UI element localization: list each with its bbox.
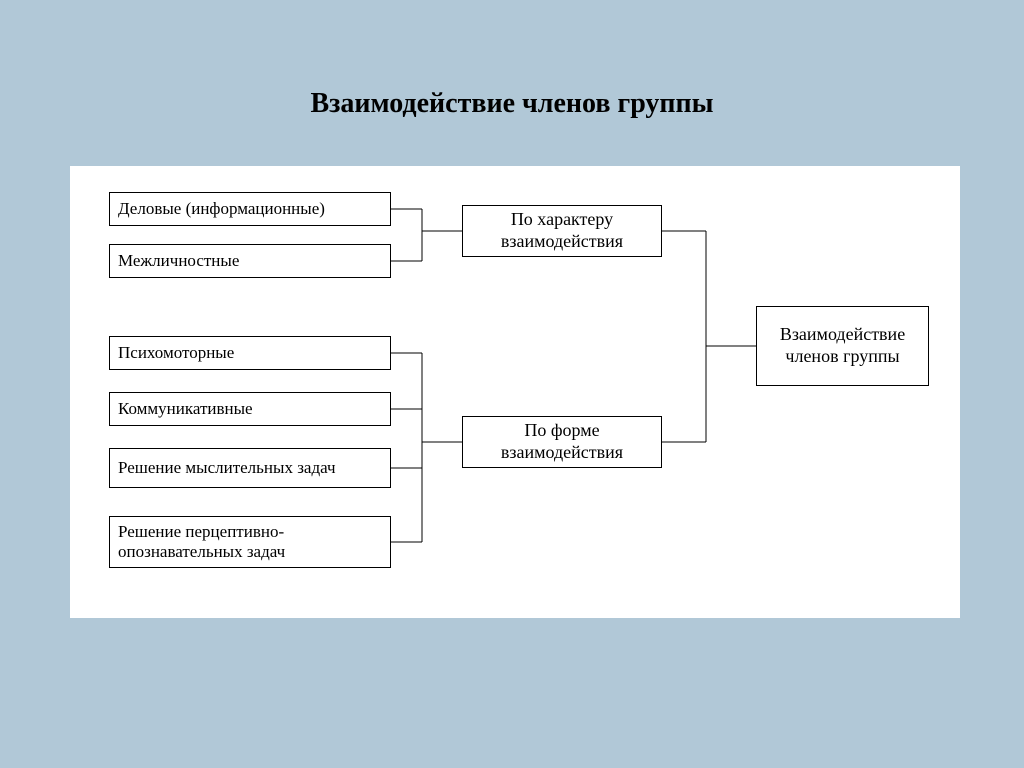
node-communicative: Коммуникативные <box>109 392 391 426</box>
node-perceptual: Решение перцептивно- опознавательных зад… <box>109 516 391 568</box>
node-by-form: По форме взаимодействия <box>462 416 662 468</box>
node-psychomotor: Психомоторные <box>109 336 391 370</box>
node-business: Деловые (информационные) <box>109 192 391 226</box>
node-root: Взаимодействие членов группы <box>756 306 929 386</box>
node-thinking: Решение мыслительных задач <box>109 448 391 488</box>
node-interpersonal: Межличностные <box>109 244 391 278</box>
node-by-nature: По характеру взаимодействия <box>462 205 662 257</box>
slide-title: Взаимодействие членов группы <box>0 88 1024 120</box>
slide: Взаимодействие членов группы Деловые (ин… <box>0 0 1024 768</box>
